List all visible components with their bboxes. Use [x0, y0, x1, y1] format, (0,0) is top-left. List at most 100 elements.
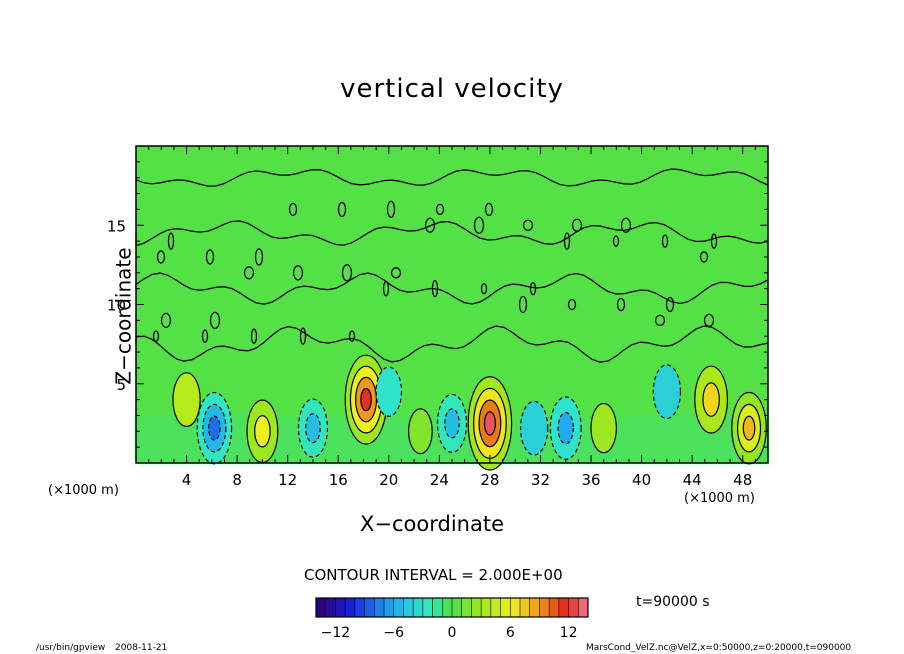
colorbar-tick-label: −12 [321, 625, 351, 641]
contour-loop [299, 327, 307, 345]
cell-2 [246, 399, 279, 464]
colorbar-bin [568, 598, 579, 617]
contour-line [297, 398, 329, 458]
contour-loop [567, 298, 577, 311]
contour-loop [473, 216, 485, 234]
contour-loop [160, 312, 172, 329]
contour-line [557, 411, 575, 445]
y-tick-label: 10 [107, 297, 126, 315]
cell-fill [653, 364, 681, 419]
cell-3 [297, 398, 329, 458]
contour-loop [386, 200, 396, 219]
contour-loop [390, 267, 402, 279]
contour-line [305, 413, 321, 444]
chart-title: vertical velocity [340, 74, 564, 104]
colorbar-bin [403, 598, 414, 617]
cell-8 [467, 376, 513, 471]
contour-line [652, 364, 682, 420]
y-tick-label: 5 [116, 376, 126, 394]
x-tick-label: 16 [329, 471, 348, 489]
contour-loop [518, 295, 528, 314]
contour-loop [612, 235, 620, 247]
contour-loop [620, 217, 632, 233]
x-axis-label: X−coordinate [360, 512, 504, 536]
contour-loop [205, 249, 215, 265]
colorbar-tick-label: 12 [560, 625, 578, 641]
contour-interval-label: CONTOUR INTERVAL = 2.000E+00 [304, 566, 563, 584]
colorbar-frame [315, 597, 589, 618]
contour-line [483, 411, 496, 436]
colorbar-bin [413, 598, 424, 617]
contour-line [590, 402, 617, 454]
colorbar-bin [384, 598, 395, 617]
x-tick-label: 24 [430, 471, 449, 489]
cell-13 [694, 365, 729, 434]
colorbar-bin [335, 598, 346, 617]
colorbar: −12 −6 0 6 12 [315, 597, 589, 641]
colorbar-bin [529, 598, 540, 617]
plot-area [135, 146, 769, 471]
colorbar-bin [354, 598, 366, 617]
cell-0 [172, 372, 201, 428]
contour-loop [201, 329, 209, 343]
cell-fill [590, 403, 617, 453]
y-tick-label: 15 [107, 217, 126, 235]
time-label: t=90000 s [636, 594, 710, 610]
x-tick-label: 12 [278, 471, 297, 489]
cell-9 [519, 400, 549, 456]
contour-loop [529, 281, 537, 296]
contour-loop [250, 328, 258, 344]
contour-line [694, 365, 729, 434]
contour-loop [484, 202, 494, 217]
colorbar-bin [364, 598, 375, 617]
colorbar-bin [539, 598, 550, 617]
colorbar-bin [422, 598, 434, 617]
cell-fill [743, 416, 755, 440]
colorbar-bin [549, 598, 560, 617]
cell-fill [172, 372, 201, 427]
contour-loop [424, 217, 436, 233]
x-tick-label: 48 [733, 471, 752, 489]
cell-6 [408, 408, 433, 455]
x-tick-label: 4 [182, 471, 192, 489]
cell-fill [484, 411, 496, 436]
contour-line [408, 408, 433, 455]
contour-loop [167, 232, 175, 250]
x-unit-label-left: (×1000 m) [48, 483, 119, 498]
contour-line [436, 393, 468, 453]
contour-loop [152, 330, 160, 342]
contour-loop [710, 233, 718, 249]
x-tick-label: 8 [232, 471, 242, 489]
x-tick-label: 20 [379, 471, 398, 489]
cell-fill [208, 416, 221, 440]
contour-line [702, 382, 720, 417]
cell-11 [590, 402, 617, 454]
contour-loop [435, 203, 445, 216]
contour-loop [431, 279, 439, 298]
contour-loop [699, 251, 709, 263]
cell-fill [360, 388, 372, 411]
colorbar-bin [500, 598, 511, 617]
colorbar-bin [374, 598, 385, 617]
cell-12 [652, 364, 682, 420]
contour-loop [654, 314, 666, 327]
contour-loop [665, 296, 675, 313]
contour-line [208, 415, 221, 441]
contour-line [135, 220, 769, 247]
cell-1 [196, 391, 233, 465]
cell-fill [444, 408, 460, 438]
upper-contours [135, 168, 769, 363]
contour-loop [243, 266, 255, 280]
contour-loop [292, 265, 304, 281]
colorbar-bin [393, 598, 404, 617]
contour-line [742, 415, 756, 441]
x-tick-label: 44 [683, 471, 702, 489]
contour-line [172, 372, 201, 428]
contour-line [360, 387, 372, 412]
cell-fill [558, 412, 574, 444]
colorbar-bin [442, 598, 453, 617]
contour-loop [288, 202, 298, 217]
footer-program: /usr/bin/gpview [36, 643, 106, 653]
colorbar-bin [490, 598, 502, 617]
